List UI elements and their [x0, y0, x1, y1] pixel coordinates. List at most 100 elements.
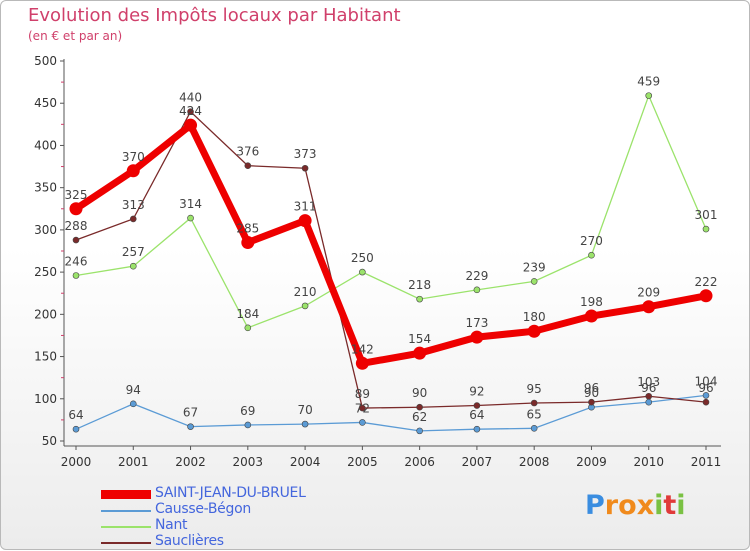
y-tick-label: 150 [34, 350, 57, 364]
data-point [413, 346, 427, 360]
data-label: 459 [637, 75, 660, 89]
data-point [244, 162, 252, 170]
data-point [72, 272, 80, 279]
data-point [187, 423, 194, 430]
data-label: 288 [65, 219, 88, 233]
logo-letter: i [654, 490, 664, 521]
data-label: 373 [294, 147, 317, 161]
data-point [298, 214, 312, 228]
data-label: 96 [698, 381, 713, 395]
logo-letter: i [676, 490, 686, 521]
data-point [584, 309, 598, 323]
data-label: 222 [695, 275, 718, 289]
data-label: 313 [122, 198, 145, 212]
data-label: 229 [465, 269, 488, 283]
y-tick-label: 200 [34, 307, 57, 321]
data-point [244, 421, 252, 429]
y-tick-label: 300 [34, 223, 57, 237]
data-point [359, 419, 366, 426]
data-label: 250 [351, 251, 374, 265]
data-point [530, 278, 538, 285]
legend-label: Sauclières [155, 533, 224, 549]
data-point [702, 392, 710, 399]
data-point [355, 356, 369, 370]
data-point [473, 402, 481, 409]
data-point [129, 262, 137, 270]
data-point [301, 420, 309, 428]
series-line [75, 110, 707, 409]
data-point [129, 215, 137, 223]
logo-letter: t [663, 490, 677, 521]
data-point [530, 425, 538, 432]
logo-letter: o [618, 490, 637, 521]
data-point [470, 330, 484, 344]
data-label: 257 [122, 245, 145, 259]
data-label: 90 [412, 386, 427, 400]
data-label: 94 [126, 383, 141, 397]
data-label: 440 [179, 91, 202, 105]
logo-letter: x [636, 490, 655, 521]
x-tick-label: 2002 [175, 455, 206, 469]
data-label: 103 [637, 375, 660, 389]
data-point [702, 398, 710, 406]
data-point [473, 425, 481, 433]
data-label: 218 [408, 278, 431, 292]
legend-swatch [101, 542, 151, 544]
data-label: 301 [695, 208, 718, 222]
data-label: 180 [523, 310, 546, 324]
data-label: 370 [122, 150, 145, 164]
series-line [75, 394, 707, 432]
data-label: 239 [523, 260, 546, 274]
chart-subtitle: (en € et par an) [28, 29, 123, 43]
data-label: 325 [65, 188, 88, 202]
data-point [588, 398, 595, 406]
data-point [642, 300, 656, 314]
logo-letter: P [585, 490, 605, 521]
data-label: 70 [297, 403, 312, 417]
data-label: 184 [236, 307, 259, 321]
data-label: 104 [695, 374, 718, 388]
data-label: 96 [641, 381, 656, 395]
legend-label: Nant [155, 517, 188, 533]
data-point [129, 400, 137, 408]
data-point [244, 324, 252, 332]
data-point [527, 324, 541, 338]
legend-label: Causse-Bégon [155, 501, 251, 517]
data-point [416, 427, 423, 435]
data-label: 376 [236, 145, 259, 159]
data-point [72, 425, 80, 433]
data-label: 270 [580, 234, 603, 248]
data-point [301, 302, 309, 310]
data-point [187, 214, 194, 222]
series-line [75, 93, 707, 329]
y-tick-label: 450 [34, 96, 57, 110]
data-point [702, 225, 710, 233]
data-point [126, 164, 140, 178]
data-label: 62 [412, 410, 427, 424]
legend-swatch [101, 510, 151, 512]
legend-swatch [101, 526, 151, 528]
data-point [359, 404, 366, 412]
proxiti-logo: Proxiti [585, 490, 686, 521]
data-point [530, 399, 538, 407]
data-label: 65 [527, 407, 542, 421]
y-tick-label: 400 [34, 138, 57, 152]
data-label: 173 [465, 316, 488, 330]
data-point [72, 236, 80, 244]
y-tick-label: 500 [34, 54, 57, 68]
data-label: 246 [65, 254, 88, 268]
data-point [645, 398, 653, 406]
x-tick-label: 2005 [347, 455, 378, 469]
data-label: 64 [469, 408, 484, 422]
x-tick-label: 2010 [633, 455, 664, 469]
data-label: 210 [294, 285, 317, 299]
data-point [645, 392, 653, 400]
data-label: 154 [408, 332, 431, 346]
data-point [699, 289, 713, 303]
data-point [184, 118, 198, 132]
x-tick-label: 2000 [61, 455, 92, 469]
data-point [588, 251, 595, 259]
y-tick-label: 350 [34, 181, 57, 195]
data-label: 198 [580, 295, 603, 309]
data-label: 69 [240, 404, 255, 418]
